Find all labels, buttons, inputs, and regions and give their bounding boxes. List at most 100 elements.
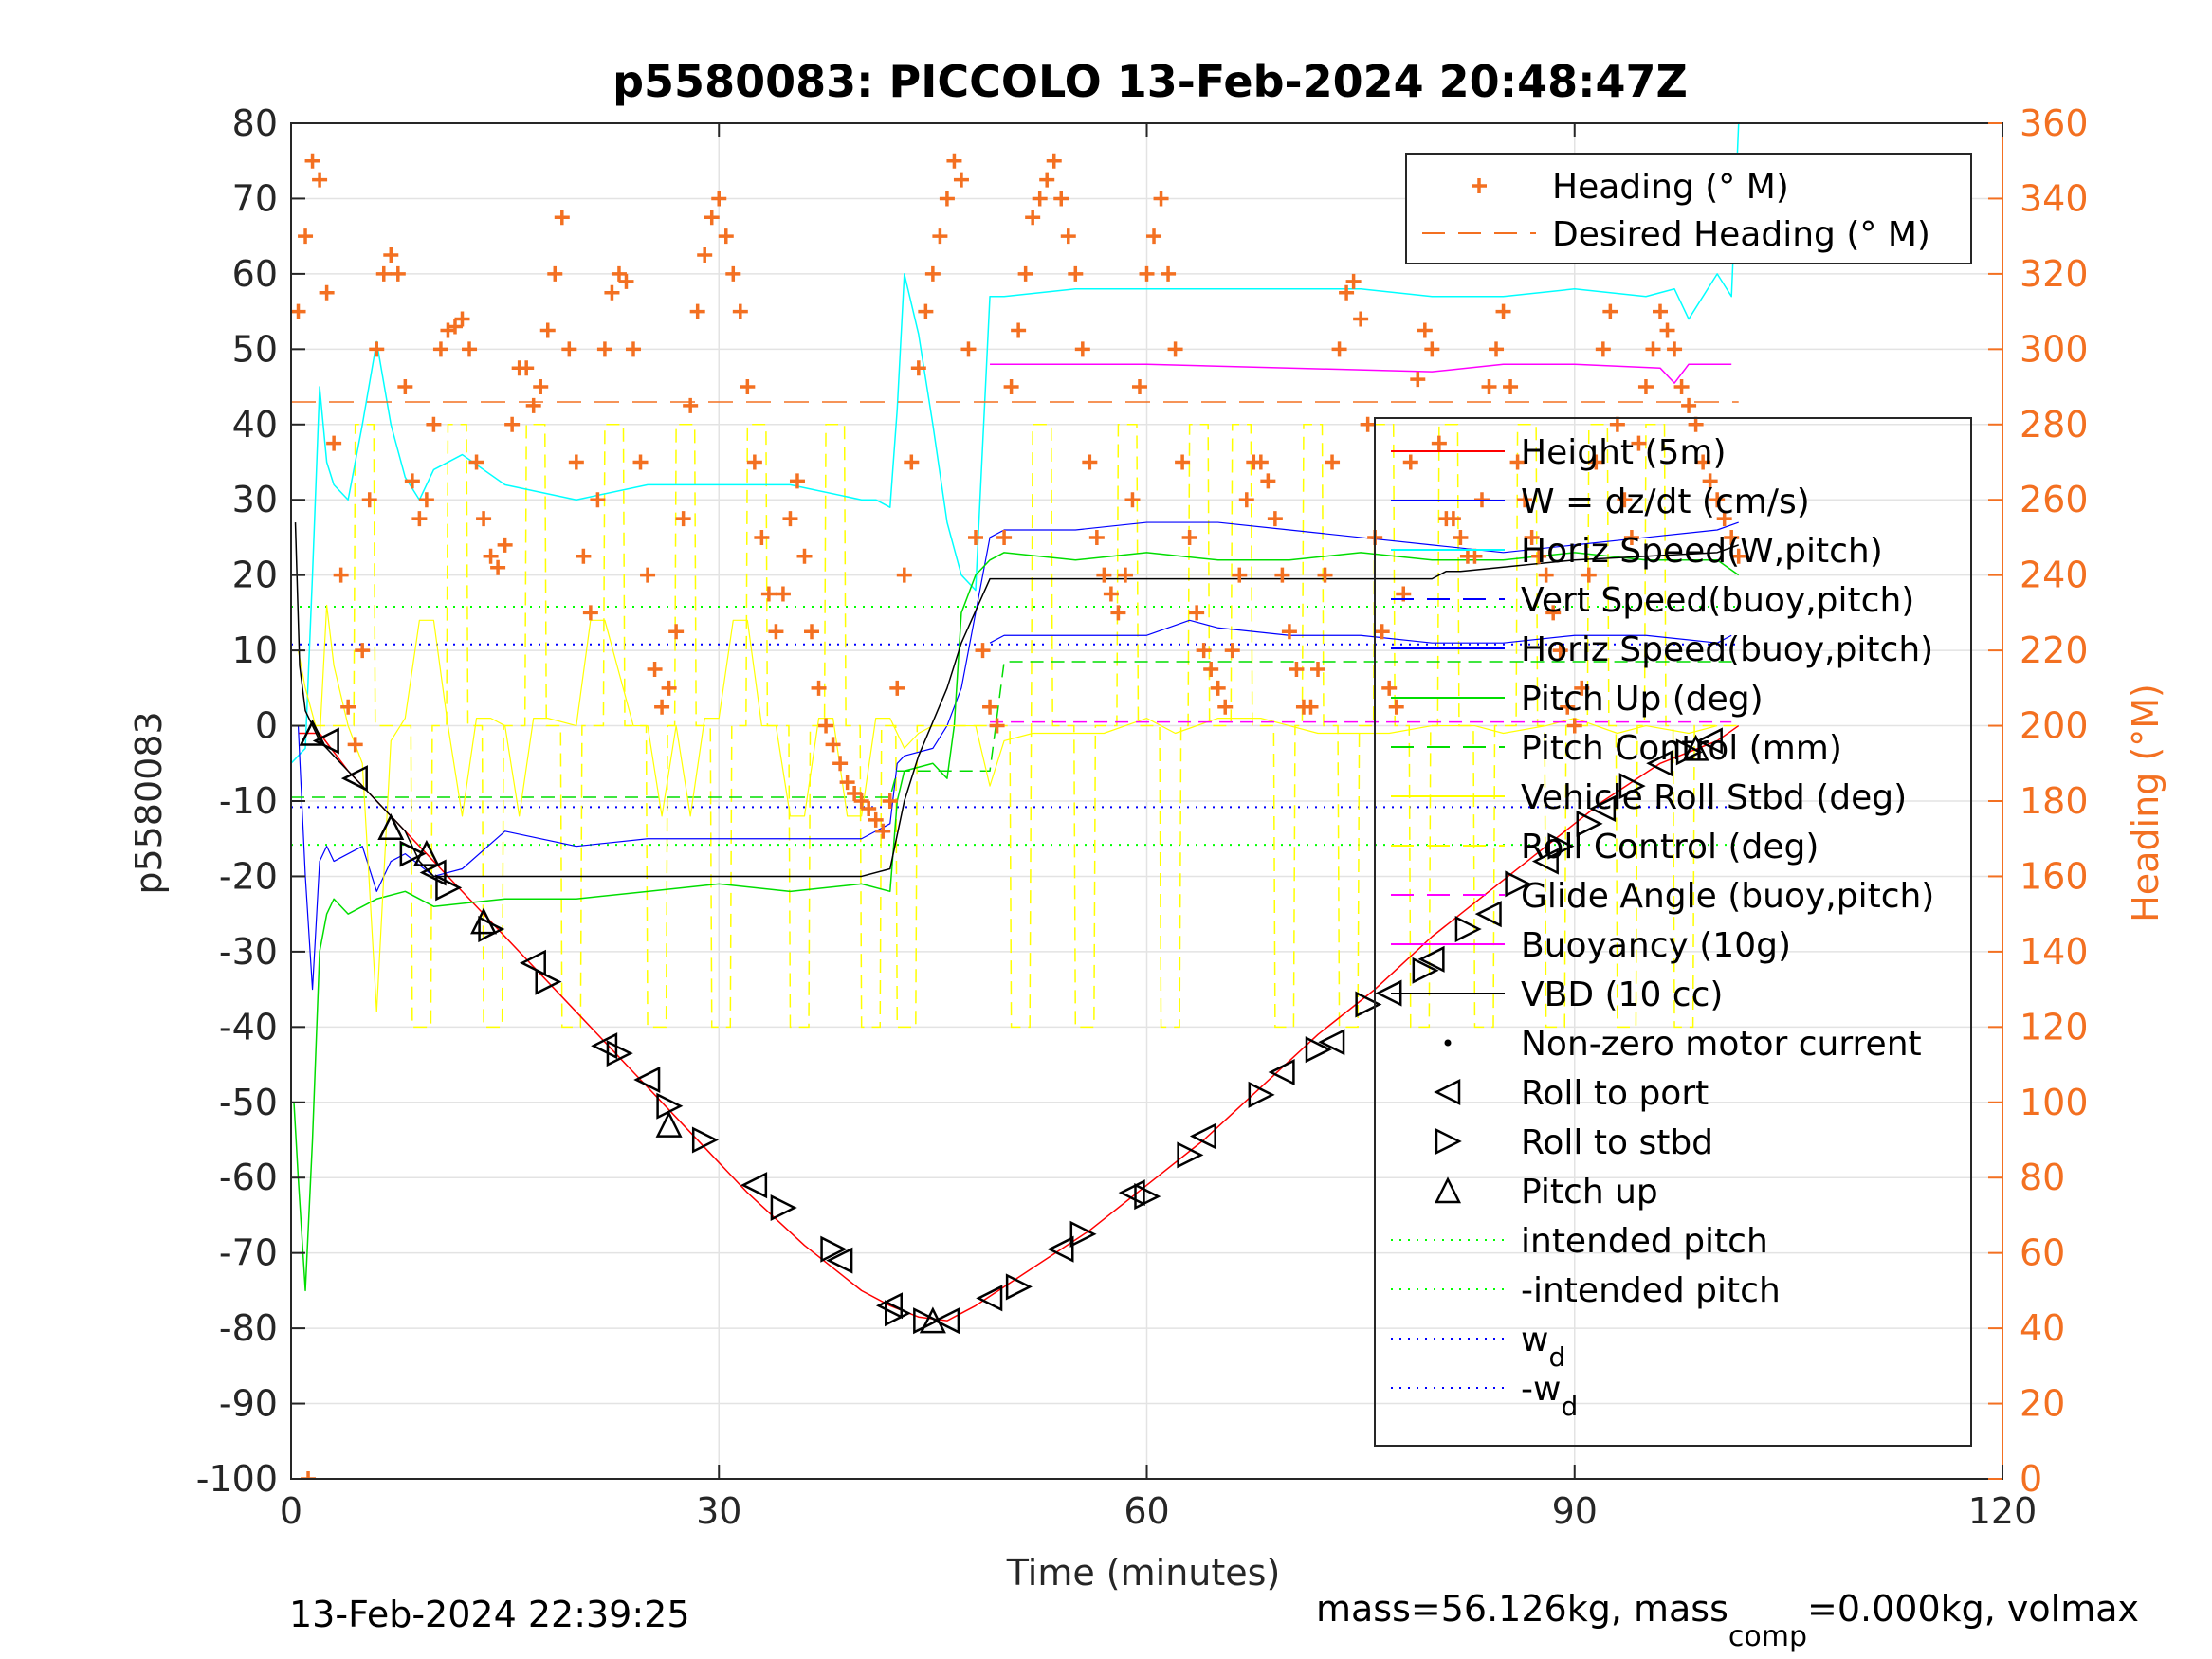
heading-point [1388,699,1404,715]
heading-point [1167,341,1183,357]
heading-point [910,360,926,376]
roll-to-stbd-marker [1134,1183,1161,1211]
roll-to-stbd-marker [885,1300,912,1327]
roll-to-port-marker [1589,794,1617,822]
heading-point [1581,567,1597,583]
heading-point [1110,605,1126,621]
heading-point [647,661,663,677]
y-axis-label-right: Heading (°M) [2125,684,2166,922]
heading-point [1210,680,1226,696]
roll-to-stbd-marker [1355,991,1382,1018]
legend-main-label: Pitch up [1521,1173,1658,1212]
pitch-up-marker [377,813,405,841]
roll-to-port-marker [312,727,339,755]
y-left-tick-label: 0 [255,705,278,747]
legend-main-label: Height (5m) [1521,433,1727,472]
heading-point [853,793,869,809]
legend-sample-tri-up [1434,1176,1462,1204]
y-right-tick-label: 240 [2020,555,2089,596]
heading-point [1025,210,1041,226]
y-right-tick-label: 20 [2020,1383,2065,1425]
legend-sample-dot [1444,1039,1452,1047]
heading-point [1175,454,1191,470]
heading-point [1260,473,1276,489]
series-w-dz-dt-cm-s- [297,521,1739,991]
heading-point [711,191,727,207]
heading-point [1274,567,1290,583]
heading-point [1082,454,1098,470]
heading-point [946,153,962,169]
legend-main-label: Horiz Speed(W,pitch) [1521,532,1883,571]
heading-point [932,228,948,245]
legend-main-label: Roll Control (deg) [1521,828,1819,866]
y-left-tick-label: -40 [219,1006,278,1048]
heading-point [1011,322,1027,338]
heading-point [1695,454,1711,470]
heading-point [291,303,306,319]
y-left-tick-label: -30 [219,931,278,973]
y-left-tick-label: 70 [232,177,278,219]
roll-to-port-marker [1531,848,1559,875]
x-tick-label: 30 [696,1490,741,1532]
heading-point [939,191,955,207]
roll-to-stbd-marker [1454,916,1482,943]
heading-point [1203,661,1219,677]
roll-to-port-marker [826,1247,853,1274]
y-left-tick-label: 60 [232,253,278,295]
heading-point [298,228,314,245]
legend-main-label: Vehicle Roll Stbd (deg) [1521,778,1907,817]
heading-point [1574,680,1590,696]
heading-point [504,416,521,432]
heading-point [732,303,748,319]
roll-to-stbd-marker [535,968,562,995]
heading-point [1531,548,1547,564]
heading-point [1688,416,1704,432]
roll-to-port-marker [875,1292,903,1320]
roll-to-port-marker [1118,1179,1145,1207]
footer-mass-suffix: =0.000kg, volmax [1807,1588,2139,1630]
heading-point [1224,643,1240,659]
y-left-tick-label: -90 [219,1383,278,1425]
heading-point [462,341,478,357]
pitch-up-marker [655,1110,683,1138]
heading-point [1032,191,1048,207]
heading-point [1196,643,1212,659]
roll-to-stbd-marker [913,1307,941,1335]
heading-point [1631,435,1647,451]
y-right-tick-label: 80 [2020,1157,2065,1198]
heading-point [1552,643,1568,659]
y-right-tick-label: 300 [2020,328,2089,370]
heading-point [1096,567,1112,583]
roll-to-port-marker [1268,1058,1295,1086]
heading-point [818,718,834,734]
roll-to-port-marker [1318,1029,1345,1056]
heading-point [1103,586,1119,602]
series-heading [291,153,1746,1479]
heading-point [1181,529,1197,545]
y-right-tick-label: 220 [2020,629,2089,671]
y-right-tick-label: 140 [2020,931,2089,973]
roll-to-port-marker [1047,1235,1074,1263]
heading-point [1503,379,1519,395]
y-left-tick-label: -80 [219,1307,278,1349]
heading-point [1702,473,1718,489]
heading-point [626,341,641,357]
heading-point [1131,379,1147,395]
heading-point [1453,529,1469,545]
heading-point [754,529,770,545]
heading-point [718,228,734,245]
legend-main-label: Buoyancy (10g) [1521,926,1791,965]
heading-point [996,529,1013,545]
heading-point [960,341,977,357]
heading-point [1161,265,1177,282]
heading-point [1325,454,1341,470]
heading-point [689,303,705,319]
heading-point [404,473,420,489]
heading-point [1709,492,1726,508]
heading-point [1353,311,1369,327]
heading-point [804,624,820,640]
roll-to-stbd-marker [399,840,427,867]
y-left-tick-label: 50 [232,328,278,370]
heading-point [1017,265,1033,282]
y-left-tick-label: -50 [219,1082,278,1123]
